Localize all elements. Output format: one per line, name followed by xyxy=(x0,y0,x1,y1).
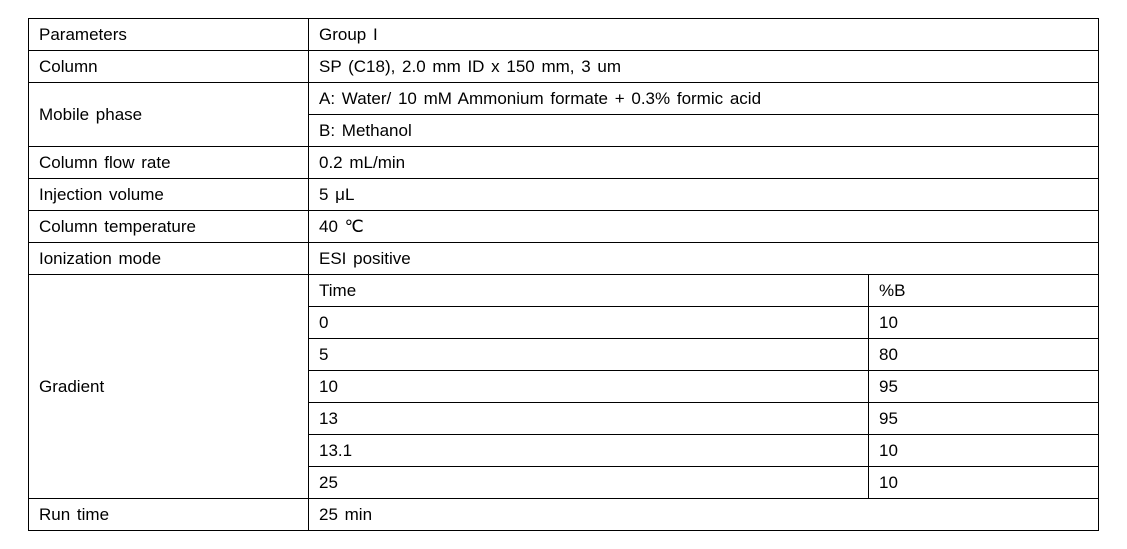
gradient-pctb-cell: 95 xyxy=(869,371,1099,403)
value-cell: 5 μL xyxy=(309,179,1099,211)
gradient-pctb-cell: 80 xyxy=(869,339,1099,371)
value-cell: 40 ℃ xyxy=(309,211,1099,243)
table-row: Ionization mode ESI positive xyxy=(29,243,1099,275)
value-cell: 25 min xyxy=(309,499,1099,531)
table-row: Column flow rate 0.2 mL/min xyxy=(29,147,1099,179)
gradient-time-cell: 13.1 xyxy=(309,435,869,467)
value-cell: ESI positive xyxy=(309,243,1099,275)
param-cell: Column flow rate xyxy=(29,147,309,179)
gradient-pctb-cell: 95 xyxy=(869,403,1099,435)
gradient-time-header: Time xyxy=(309,275,869,307)
param-cell: Gradient xyxy=(29,275,309,499)
table-row: Run time 25 min xyxy=(29,499,1099,531)
table-row-gradient-header: Gradient Time %B xyxy=(29,275,1099,307)
gradient-time-cell: 10 xyxy=(309,371,869,403)
param-cell: Ionization mode xyxy=(29,243,309,275)
value-cell: A: Water/ 10 mM Ammonium formate + 0.3% … xyxy=(309,83,1099,115)
param-cell: Injection volume xyxy=(29,179,309,211)
param-cell: Run time xyxy=(29,499,309,531)
gradient-time-cell: 13 xyxy=(309,403,869,435)
gradient-pctb-cell: 10 xyxy=(869,307,1099,339)
param-cell: Column temperature xyxy=(29,211,309,243)
table-row: Column SP (C18), 2.0 mm ID x 150 mm, 3 u… xyxy=(29,51,1099,83)
table-row: Column temperature 40 ℃ xyxy=(29,211,1099,243)
table-row: Injection volume 5 μL xyxy=(29,179,1099,211)
parameters-table: Parameters Group I Column SP (C18), 2.0 … xyxy=(28,18,1099,531)
param-cell: Mobile phase xyxy=(29,83,309,147)
value-cell: SP (C18), 2.0 mm ID x 150 mm, 3 um xyxy=(309,51,1099,83)
header-val: Group I xyxy=(309,19,1099,51)
gradient-time-cell: 0 xyxy=(309,307,869,339)
table-row: Mobile phase A: Water/ 10 mM Ammonium fo… xyxy=(29,83,1099,115)
gradient-pctb-cell: 10 xyxy=(869,467,1099,499)
param-cell: Column xyxy=(29,51,309,83)
gradient-time-cell: 5 xyxy=(309,339,869,371)
gradient-pctb-cell: 10 xyxy=(869,435,1099,467)
table-row-header: Parameters Group I xyxy=(29,19,1099,51)
value-cell: 0.2 mL/min xyxy=(309,147,1099,179)
header-param: Parameters xyxy=(29,19,309,51)
gradient-time-cell: 25 xyxy=(309,467,869,499)
value-cell: B: Methanol xyxy=(309,115,1099,147)
gradient-pctb-header: %B xyxy=(869,275,1099,307)
